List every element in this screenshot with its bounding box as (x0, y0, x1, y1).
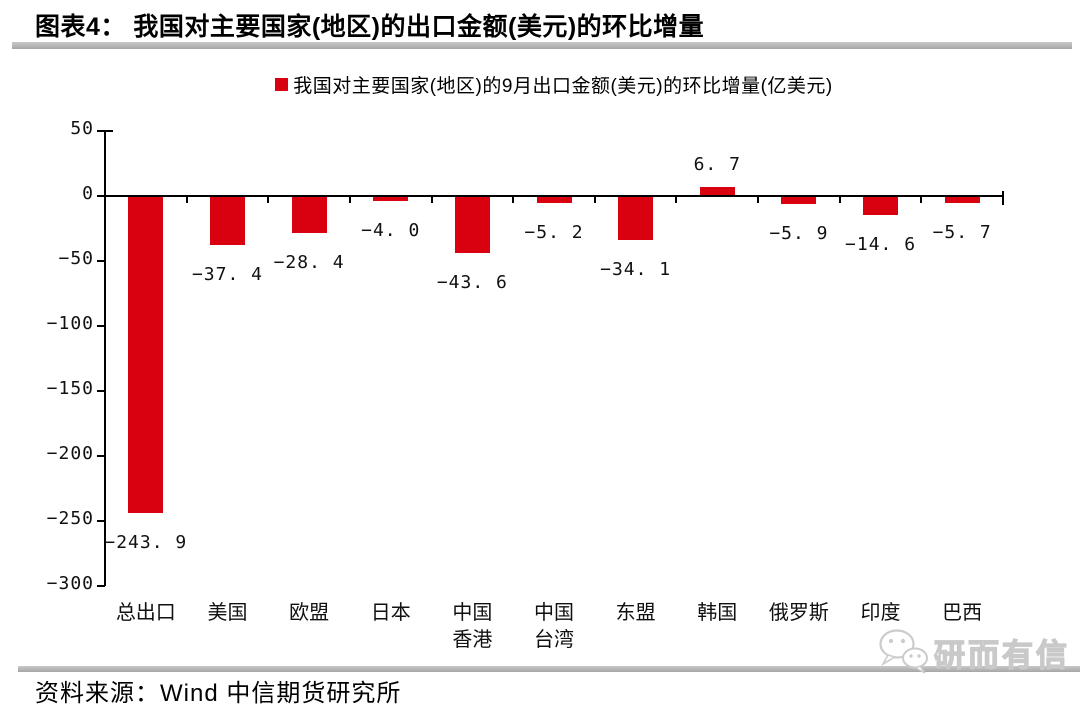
y-tick-label: −200 (46, 443, 94, 464)
x-tick (430, 196, 433, 203)
bar-value-label: −5. 2 (524, 221, 584, 243)
y-axis-line (104, 131, 106, 586)
legend-swatch-icon (275, 77, 289, 91)
y-tick-label: −100 (46, 313, 94, 334)
y-tick (97, 455, 105, 457)
bar (781, 196, 817, 204)
y-tick (97, 520, 105, 522)
legend-label: 我国对主要国家(地区)的9月出口金额(美元)的环比增量(亿美元) (293, 75, 833, 97)
y-tick (97, 260, 105, 262)
x-tick-label: 巴西 (942, 602, 983, 624)
bar (863, 196, 899, 215)
y-tick-label: −300 (46, 573, 94, 594)
x-tick (185, 196, 188, 203)
y-axis-top-cap (105, 130, 113, 132)
bar (128, 196, 164, 514)
source-note: 资料来源：Wind 中信期货研究所 (35, 680, 402, 706)
x-tick-label: 总出口 (115, 602, 176, 624)
bar (373, 196, 409, 202)
x-tick-label: 日本 (370, 602, 411, 624)
x-axis-end-cap (1002, 191, 1004, 205)
chart-legend: 我国对主要国家(地区)的9月出口金额(美元)的环比增量(亿美元) (105, 70, 1003, 98)
y-tick (97, 390, 105, 392)
bar (291, 196, 327, 233)
bar-value-label: −4. 0 (361, 220, 421, 242)
x-tick-label: 中国 台湾 (534, 602, 574, 651)
watermark-text: 研而有信 (933, 637, 1070, 673)
x-tick-label: 美国 (207, 602, 248, 624)
x-tick-label: 欧盟 (289, 602, 330, 624)
figure-title: 图表4： 我国对主要国家(地区)的出口金额(美元)的环比增量 (35, 13, 705, 41)
bar-value-label: −5. 9 (769, 222, 829, 244)
bar-value-label: −5. 7 (932, 222, 992, 244)
y-tick (97, 130, 105, 132)
y-tick (97, 585, 105, 587)
x-tick (348, 196, 351, 203)
y-tick-label: −250 (46, 508, 94, 529)
bar-value-label: −43. 6 (436, 271, 508, 293)
wechat-icon (879, 629, 928, 674)
bar-value-label: −28. 4 (273, 251, 345, 273)
x-tick (675, 196, 678, 203)
x-tick-label: 印度 (860, 602, 901, 624)
x-tick (512, 196, 515, 203)
x-tick (267, 196, 270, 203)
x-tick-label: 俄罗斯 (768, 602, 829, 624)
bar-value-label: 6. 7 (693, 154, 741, 176)
top-divider (12, 42, 1072, 49)
bar (944, 196, 980, 204)
bar-value-label: −243. 9 (104, 532, 188, 554)
y-tick-label: −150 (46, 378, 94, 399)
y-tick (97, 325, 105, 327)
x-tick-label: 中国 香港 (452, 602, 493, 651)
y-tick-label: −50 (58, 248, 94, 269)
bar (699, 187, 735, 196)
bar-value-label: −37. 4 (191, 263, 263, 285)
x-tick (838, 196, 841, 203)
y-tick-label: 0 (82, 183, 94, 204)
bottom-divider (18, 666, 1080, 672)
x-tick (757, 196, 760, 203)
x-tick-label: 东盟 (615, 602, 656, 624)
x-tick (920, 196, 923, 203)
x-tick (593, 196, 596, 203)
watermark: 研而有信 (876, 627, 1070, 677)
bar (209, 196, 245, 245)
bar (618, 196, 654, 241)
bar (536, 196, 572, 203)
bar-value-label: −14. 6 (845, 233, 917, 255)
x-tick-label: 韩国 (697, 602, 738, 624)
bar (454, 196, 490, 253)
y-tick-label: 50 (70, 118, 94, 139)
bar-value-label: −34. 1 (600, 259, 672, 281)
x-axis-line (97, 195, 1003, 197)
